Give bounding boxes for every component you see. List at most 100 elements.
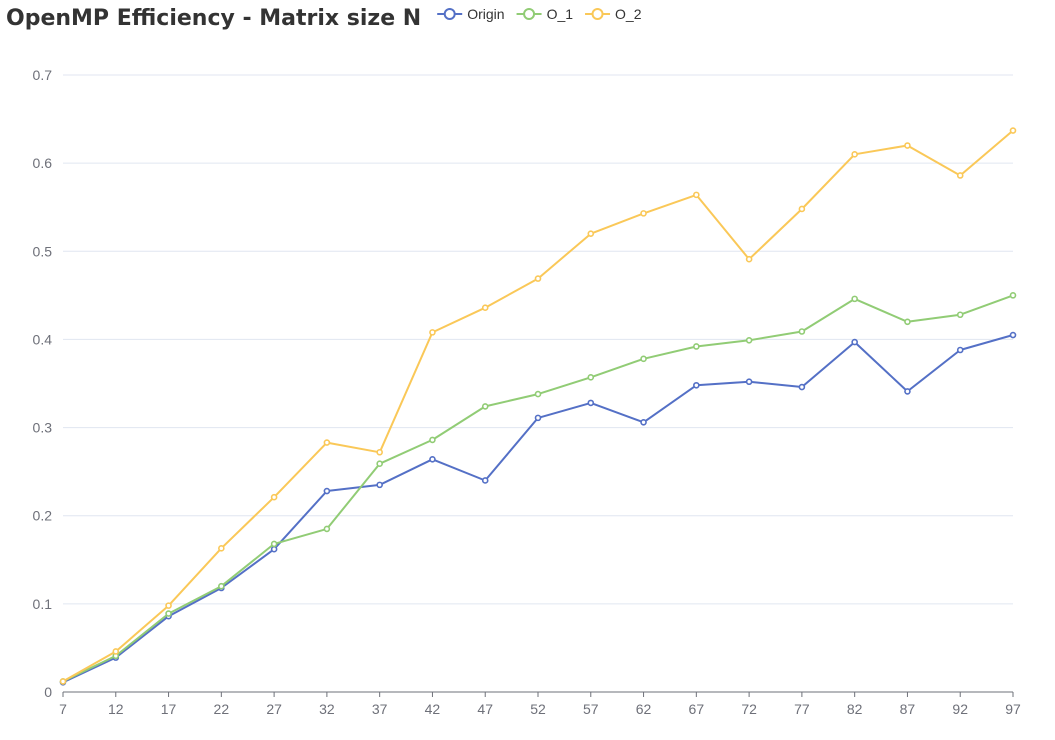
y-tick-label: 0.2 bbox=[33, 508, 53, 524]
data-point[interactable] bbox=[904, 142, 911, 149]
x-tick-label: 62 bbox=[636, 701, 652, 717]
data-point[interactable] bbox=[59, 678, 67, 685]
data-point[interactable] bbox=[270, 545, 278, 553]
data-point[interactable] bbox=[745, 378, 753, 386]
legend-marker bbox=[523, 8, 536, 20]
legend-label: O_1 bbox=[547, 6, 574, 22]
y-axis: 0 0.1 0.2 0.3 0.4 0.5 0.6 0.7 bbox=[33, 67, 53, 700]
x-tick-label: 87 bbox=[900, 701, 916, 717]
data-point[interactable] bbox=[640, 418, 647, 426]
series-line bbox=[62, 334, 1014, 684]
data-point[interactable] bbox=[745, 255, 753, 263]
data-point[interactable] bbox=[481, 304, 489, 311]
data-point[interactable] bbox=[851, 338, 858, 346]
data-point[interactable] bbox=[956, 172, 964, 179]
x-tick-label: 7 bbox=[59, 701, 67, 717]
y-tick-label: 0.4 bbox=[33, 331, 53, 347]
chart-title: OpenMP Efficiency - Matrix size N bbox=[6, 6, 421, 31]
data-point[interactable] bbox=[376, 460, 383, 468]
x-tick-label: 32 bbox=[319, 701, 335, 717]
y-tick-label: 0.7 bbox=[33, 67, 53, 83]
x-tick-label: 67 bbox=[689, 701, 705, 717]
data-point[interactable] bbox=[165, 602, 172, 609]
data-point[interactable] bbox=[745, 337, 753, 344]
series-Origin bbox=[59, 331, 1017, 686]
x-tick-label: 77 bbox=[794, 701, 810, 717]
data-point[interactable] bbox=[640, 355, 647, 363]
data-point[interactable] bbox=[218, 545, 225, 552]
data-point[interactable] bbox=[587, 399, 595, 407]
x-tick-label: 22 bbox=[214, 701, 230, 717]
data-point[interactable] bbox=[587, 230, 595, 237]
series-O_1 bbox=[59, 292, 1017, 685]
legend-marker bbox=[443, 8, 456, 20]
data-point[interactable] bbox=[270, 493, 278, 501]
series-line bbox=[62, 129, 1014, 683]
data-point[interactable] bbox=[534, 275, 542, 282]
data-point[interactable] bbox=[956, 346, 964, 354]
data-point[interactable] bbox=[640, 210, 647, 217]
data-point[interactable] bbox=[693, 343, 700, 350]
data-point[interactable] bbox=[1009, 127, 1017, 134]
x-tick-label: 97 bbox=[1005, 701, 1021, 717]
x-tick-label: 52 bbox=[530, 701, 546, 717]
x-tick-label: 82 bbox=[847, 701, 863, 717]
legend-label: Origin bbox=[467, 6, 504, 22]
data-point[interactable] bbox=[376, 448, 383, 456]
data-point[interactable] bbox=[481, 477, 489, 484]
y-tick-label: 0 bbox=[44, 684, 52, 700]
data-point[interactable] bbox=[693, 191, 700, 199]
data-point[interactable] bbox=[534, 414, 542, 422]
y-tick-label: 0.6 bbox=[33, 155, 53, 171]
series-line bbox=[62, 294, 1014, 683]
data-point[interactable] bbox=[376, 481, 383, 489]
data-point[interactable] bbox=[904, 388, 911, 395]
data-point[interactable] bbox=[798, 383, 806, 391]
series-layer bbox=[59, 127, 1017, 686]
data-point[interactable] bbox=[323, 525, 331, 533]
x-tick-label: 47 bbox=[477, 701, 493, 717]
data-point[interactable] bbox=[270, 540, 278, 548]
legend-item[interactable]: O_2 bbox=[585, 6, 642, 22]
x-tick-label: 42 bbox=[425, 701, 441, 717]
series-O_2 bbox=[59, 127, 1017, 685]
legend-item[interactable]: Origin bbox=[437, 6, 505, 22]
legend-marker bbox=[591, 8, 604, 20]
data-point[interactable] bbox=[112, 648, 120, 655]
data-point[interactable] bbox=[429, 436, 436, 444]
data-point[interactable] bbox=[798, 205, 806, 213]
x-tick-label: 12 bbox=[108, 701, 124, 717]
x-tick-label: 27 bbox=[266, 701, 282, 717]
data-point[interactable] bbox=[429, 456, 436, 463]
data-point[interactable] bbox=[798, 328, 806, 335]
data-point[interactable] bbox=[956, 311, 964, 319]
data-point[interactable] bbox=[323, 439, 331, 446]
x-tick-label: 92 bbox=[952, 701, 968, 717]
data-point[interactable] bbox=[904, 318, 911, 326]
data-point[interactable] bbox=[429, 329, 436, 336]
grid bbox=[63, 74, 1013, 605]
data-point[interactable] bbox=[693, 381, 700, 389]
x-tick-label: 17 bbox=[161, 701, 177, 717]
data-point[interactable] bbox=[218, 582, 225, 590]
data-point[interactable] bbox=[851, 151, 858, 158]
data-point[interactable] bbox=[323, 487, 331, 495]
data-point[interactable] bbox=[165, 610, 172, 617]
y-tick-label: 0.5 bbox=[33, 243, 53, 259]
x-tick-label: 72 bbox=[741, 701, 757, 717]
legend[interactable]: Origin O_1 O_2 bbox=[437, 6, 642, 22]
x-tick-label: 37 bbox=[372, 701, 388, 717]
x-axis: 7 12 17 22 27 32 37 42 47 52 57 62 67 72 77 82 87 92 97 bbox=[59, 691, 1021, 717]
data-point[interactable] bbox=[587, 374, 595, 381]
data-point[interactable] bbox=[1009, 331, 1017, 339]
legend-label: O_2 bbox=[615, 6, 642, 22]
data-point[interactable] bbox=[1009, 292, 1017, 299]
y-tick-label: 0.3 bbox=[33, 420, 53, 436]
x-tick-label: 57 bbox=[583, 701, 599, 717]
y-tick-label: 0.1 bbox=[33, 596, 53, 612]
data-point[interactable] bbox=[534, 390, 542, 398]
legend-item[interactable]: O_1 bbox=[516, 6, 574, 22]
data-point[interactable] bbox=[851, 295, 858, 303]
data-point[interactable] bbox=[481, 403, 489, 410]
